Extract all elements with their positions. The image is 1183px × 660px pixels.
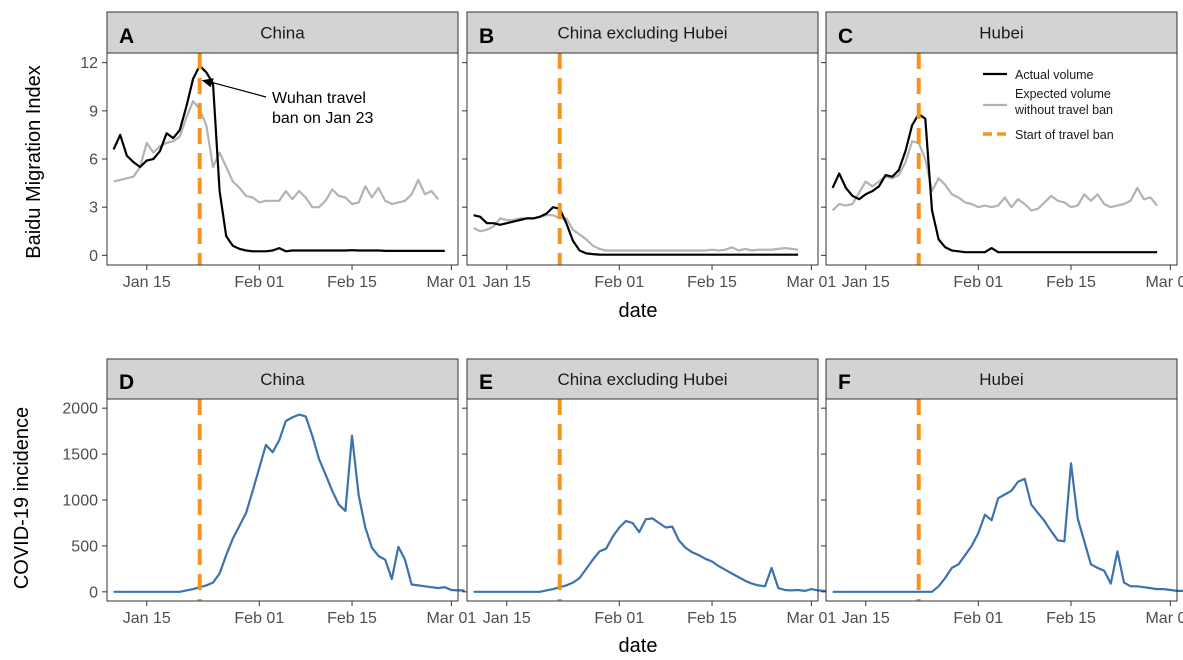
annotation-text-line-1: Wuhan travel (272, 90, 366, 107)
top-panels: China A Jan 15 Feb 01 Feb 15 Mar 01 0 3 6 9 12 Wuha… (80, 11, 1183, 291)
panel-border (466, 52, 819, 266)
legend-ban-label: Start of travel ban (1015, 128, 1114, 142)
panel-tag: E (479, 371, 493, 394)
panel-a: China A Jan 15 Feb 01 Feb 15 Mar 01 0 3 6 9 12 Wuha… (80, 11, 476, 291)
panel-tag: D (119, 371, 134, 394)
expected-volume-line (831, 140, 1158, 212)
x-tick-label: Mar 01 (786, 610, 836, 627)
incidence-line (113, 413, 465, 593)
actual-volume-line (473, 206, 799, 256)
bottom-xlabel: date (619, 635, 658, 657)
panel-c: Hubei C Jan 15 Feb 01 Feb 15 Mar 01 Actual vol… (821, 11, 1183, 291)
panel-border (106, 52, 459, 266)
x-tick-label: Mar 01 (786, 274, 836, 291)
x-tick-label: Feb 01 (234, 274, 284, 291)
x-tick-label: Feb 15 (327, 274, 377, 291)
y-tick-label: 6 (89, 152, 98, 169)
y-tick-label: 1000 (62, 493, 98, 510)
strip-title: China (260, 24, 305, 43)
legend: Actual volume Expected volume without trav… (983, 68, 1114, 142)
y-tick-label: 9 (89, 103, 98, 120)
annotation-arrowhead (201, 78, 214, 88)
x-tick-label: Feb 01 (953, 274, 1003, 291)
x-tick-label: Mar 01 (426, 610, 476, 627)
strip-box (106, 11, 459, 54)
strip-box (825, 11, 1178, 54)
x-tick-label: Mar 01 (426, 274, 476, 291)
strip-box (466, 11, 819, 54)
strip-title: Hubei (979, 24, 1023, 43)
y-tick-label: 0 (89, 248, 98, 265)
plot-area (467, 53, 818, 265)
panel-tag: B (479, 25, 494, 48)
x-tick-label: Feb 01 (594, 274, 644, 291)
annotation-text-line-2: ban on Jan 23 (272, 110, 374, 127)
panel-tag: F (838, 371, 851, 394)
x-tick-label: Jan 15 (123, 610, 171, 627)
x-tick-label: Feb 15 (1046, 274, 1096, 291)
panel-border (466, 398, 819, 602)
panel-tag: A (119, 25, 134, 48)
bottom-ylabel: COVID-19 incidence (11, 407, 33, 589)
strip-title: China excluding Hubei (557, 24, 727, 43)
plot-area (826, 399, 1177, 601)
panel-border (825, 52, 1178, 266)
panel-f: Hubei F Jan 15 Feb 01 Feb 15 Mar 01 (821, 358, 1183, 627)
x-tick-label: Feb 15 (687, 610, 737, 627)
x-tick-label: Jan 15 (483, 610, 531, 627)
x-tick-label: Mar 01 (1145, 274, 1183, 291)
plot-area (107, 53, 458, 265)
legend-actual-label: Actual volume (1015, 68, 1094, 82)
top-ylabel: Baidu Migration Index (23, 65, 45, 258)
x-tick-label: Jan 15 (842, 610, 890, 627)
incidence-line (473, 517, 832, 593)
x-tick-label: Jan 15 (483, 274, 531, 291)
y-tick-label: 0 (89, 584, 98, 601)
expected-volume-line (113, 100, 439, 209)
panel-d: China D Jan 15 Feb 01 Feb 15 Mar 01 0 500 1000 15… (62, 358, 476, 627)
strip-title: Hubei (979, 370, 1023, 389)
x-tick-label: Feb 01 (953, 610, 1003, 627)
panel-tag: C (838, 25, 853, 48)
strip-box (466, 358, 819, 400)
panel-border (106, 398, 459, 602)
legend-expected-label-1: Expected volume (1015, 87, 1111, 101)
y-tick-label: 2000 (62, 401, 98, 418)
plot-area (826, 53, 1177, 265)
plot-area (467, 399, 818, 601)
x-tick-label: Jan 15 (123, 274, 171, 291)
bottom-panels: China D Jan 15 Feb 01 Feb 15 Mar 01 0 500 1000 15… (62, 358, 1183, 627)
top-xlabel: date (619, 300, 658, 322)
panel-e: China excluding Hubei E Jan 15 Feb 01 Feb 15… (462, 358, 836, 627)
actual-volume-line (112, 64, 445, 253)
x-tick-label: Jan 15 (842, 274, 890, 291)
x-tick-label: Feb 01 (234, 610, 284, 627)
annotation-arrow (207, 80, 267, 98)
x-tick-label: Feb 15 (1046, 610, 1096, 627)
legend-expected-label-2: without travel ban (1014, 103, 1113, 117)
top-row: Baidu Migration Index date China A Jan 15 F… (23, 11, 1183, 322)
x-tick-label: Feb 15 (687, 274, 737, 291)
strip-box (106, 358, 459, 400)
actual-volume-line (831, 112, 1158, 254)
bottom-row: COVID-19 incidence date China D Jan 15 Feb … (11, 358, 1183, 657)
y-tick-label: 3 (89, 200, 98, 217)
y-tick-label: 500 (71, 538, 98, 555)
strip-title: China excluding Hubei (557, 370, 727, 389)
x-tick-label: Feb 15 (327, 610, 377, 627)
y-tick-label: 12 (80, 55, 98, 72)
y-tick-label: 1500 (62, 447, 98, 464)
incidence-line (832, 462, 1183, 593)
panel-border (825, 398, 1178, 602)
x-tick-label: Mar 01 (1145, 610, 1183, 627)
x-tick-label: Feb 01 (594, 610, 644, 627)
strip-title: China (260, 370, 305, 389)
panel-b: China excluding Hubei B Jan 15 Feb 01 Feb 15… (462, 11, 836, 291)
